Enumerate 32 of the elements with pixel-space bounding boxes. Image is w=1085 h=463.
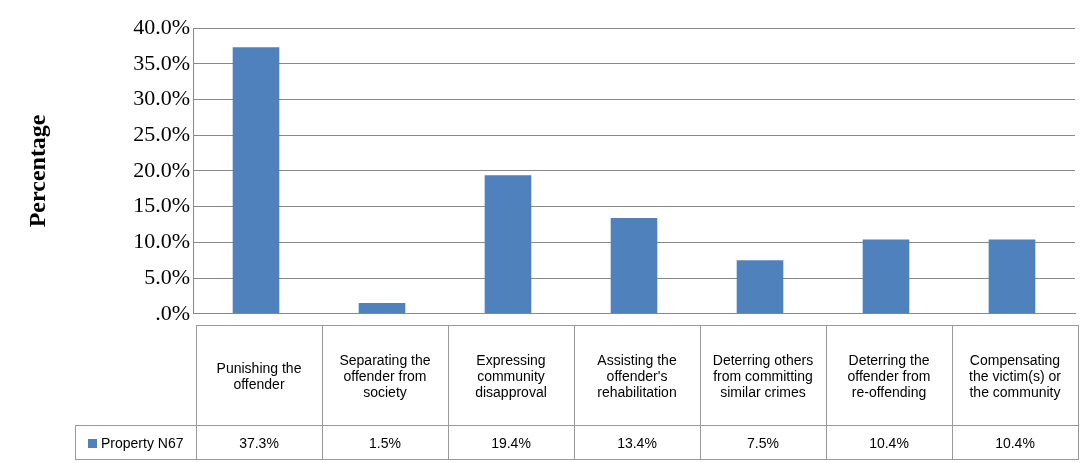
- y-tick-label: 30.0%: [133, 85, 190, 111]
- data-label: 13.4%: [574, 425, 700, 460]
- x-tick-label: Deterring others from committing similar crimes: [700, 325, 826, 426]
- x-tick-label: Punishing the offender: [196, 325, 322, 426]
- x-tick-label: Deterring the offender from re-offending: [826, 325, 952, 426]
- bar: [358, 303, 406, 314]
- y-tick-label: 40.0%: [133, 13, 190, 39]
- x-tick-label: Expressing community disapproval: [448, 325, 574, 426]
- bar: [736, 260, 784, 314]
- bar: [232, 47, 280, 314]
- bar: [988, 239, 1036, 314]
- y-tick-label: .0%: [155, 299, 190, 325]
- y-axis-title: Percentage: [23, 114, 50, 228]
- data-label: 10.4%: [826, 425, 952, 460]
- data-label: 19.4%: [448, 425, 574, 460]
- data-label: 1.5%: [322, 425, 448, 460]
- data-label: 10.4%: [952, 425, 1078, 460]
- x-tick-label: Separating the offender from society: [322, 325, 448, 426]
- y-tick-label: 25.0%: [133, 120, 190, 146]
- y-tick-label: 35.0%: [133, 49, 190, 75]
- bar: [862, 239, 910, 314]
- bar: [484, 175, 532, 314]
- y-tick-label: 10.0%: [133, 228, 190, 254]
- bar: [610, 218, 658, 314]
- x-tick-label: Compensating the victim(s) or the community: [952, 325, 1078, 426]
- y-tick-label: 15.0%: [133, 192, 190, 218]
- data-label: 37.3%: [196, 425, 322, 460]
- legend-label: Property N67: [75, 425, 196, 460]
- y-tick-label: 20.0%: [133, 156, 190, 182]
- x-tick-label: Assisting the offender's rehabilitation: [574, 325, 700, 426]
- y-tick-label: 5.0%: [144, 263, 190, 289]
- data-label: 7.5%: [700, 425, 826, 460]
